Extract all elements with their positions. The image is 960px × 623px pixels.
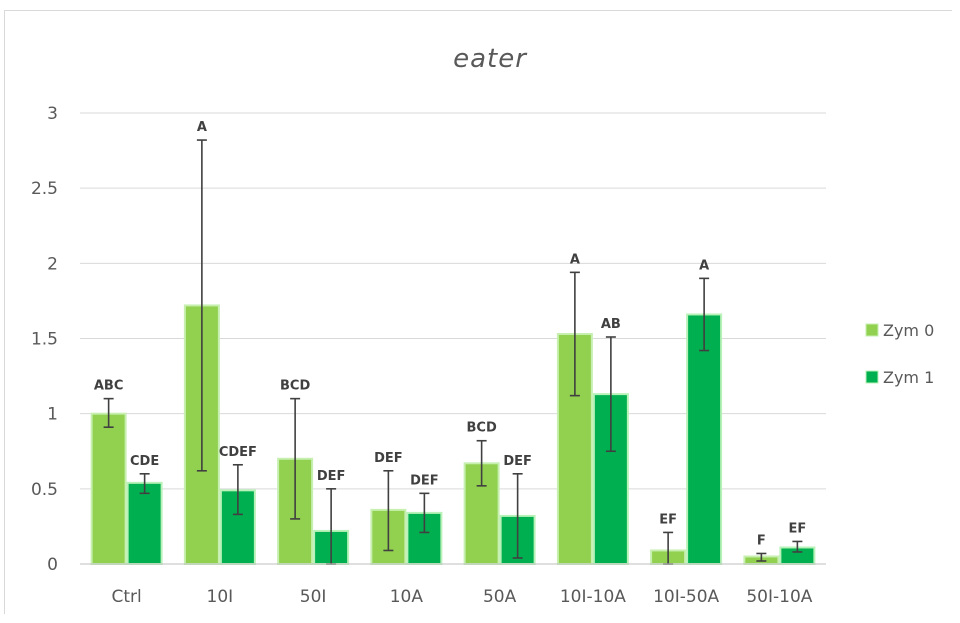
chart-frame <box>4 10 952 614</box>
